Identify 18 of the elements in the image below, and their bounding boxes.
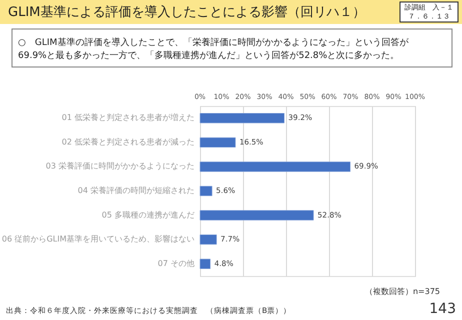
bar [200, 137, 236, 148]
bar [200, 186, 212, 196]
bar [200, 113, 285, 124]
text: （複数回答）n=375 [364, 287, 440, 296]
y-tick-label: 02 低栄養と判定される患者が減った [62, 137, 194, 146]
y-tick-label: 05 多職種の連携が進んだ [102, 210, 194, 220]
chart-title: GLIM基準による評価を導入したことによる影響（回リハ１） [8, 5, 366, 20]
bar [200, 258, 211, 269]
y-tick-label: 07 その他 [158, 258, 194, 268]
text: 143 [429, 301, 456, 317]
bar [200, 210, 314, 220]
y-tick-label: 06 従前からGLIM基準を用いているため、影響はない [2, 234, 194, 244]
y-tick-label: 01 低栄養と判定される患者が増えた [62, 113, 194, 122]
chart-subtitle: ○ GLIM基準の評価を導入したことで、「栄養評価に時間がかかるようになった」という回答が69.9%と最も多かった一方で、「多職種連携が進んだ」という回答が52.8%と次に多かった。 [18, 37, 410, 61]
bar [200, 234, 217, 245]
bar [200, 162, 351, 172]
y-tick-label: 04 栄養評価の時間が短縮された [78, 186, 194, 195]
y-tick-label: 03 栄養評価に時間がかかるようになった [46, 162, 194, 171]
